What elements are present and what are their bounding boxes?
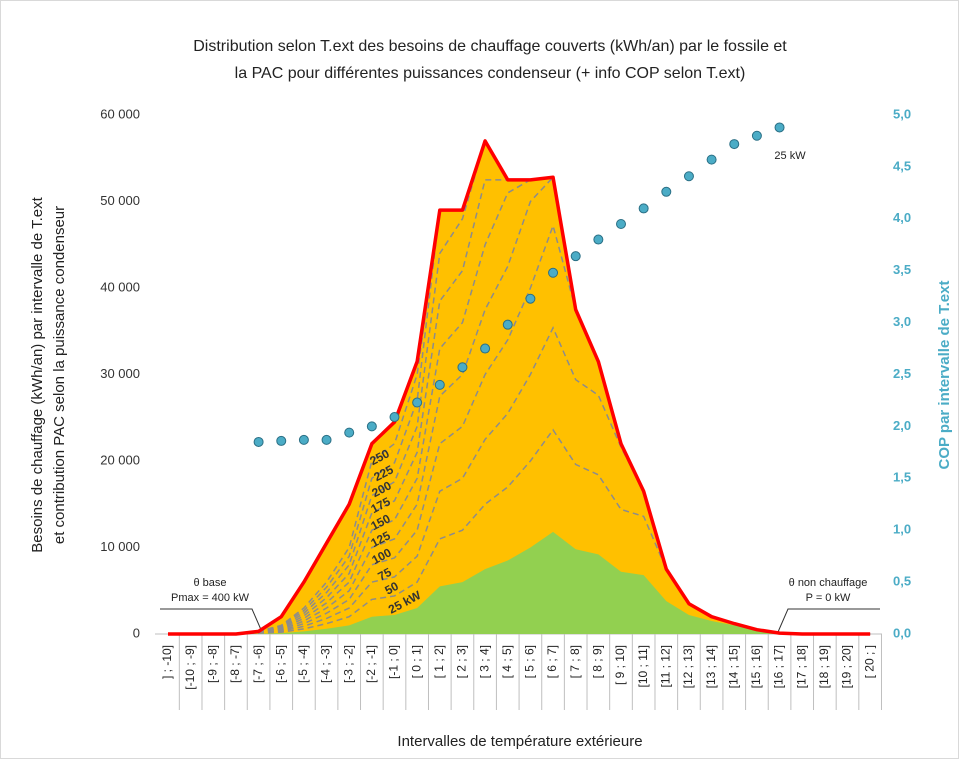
y2-tick-label: 5,0 <box>893 106 911 121</box>
cop-dot <box>751 130 762 141</box>
y2-axis-label: COP par intervalle de T.ext <box>936 281 953 470</box>
y2-tick-label: 1,0 <box>893 522 911 537</box>
cop-dot <box>683 171 694 182</box>
x-tick-label: [-6 ; -5] <box>273 645 287 683</box>
x-tick-label: [11 ; 12] <box>658 645 672 687</box>
annotation-arrow <box>160 608 263 633</box>
cop-dot <box>457 362 468 373</box>
annotation: 25 kW <box>774 150 806 162</box>
dashed-line <box>168 176 871 635</box>
annotation-arrow <box>777 608 880 633</box>
x-tick-label: [-1 ; 0] <box>387 645 401 679</box>
y2-tick-label: 4,0 <box>893 210 911 225</box>
cop-dot <box>774 122 785 133</box>
x-tick-label: [12 ; 13] <box>681 645 695 688</box>
cop-dot <box>344 427 355 438</box>
x-tick-label: [ 1 ; 2] <box>432 645 446 678</box>
y2-tick-label: 2,5 <box>893 366 911 381</box>
cop-dot <box>480 343 491 354</box>
y-axis-label: Besoins de chauffage (kWh/an) par interv… <box>29 196 46 552</box>
x-tick-label: [18 ; 19] <box>817 645 831 688</box>
dashed-line <box>168 325 871 635</box>
cop-dot <box>253 436 264 447</box>
y2-tick-label: 1,5 <box>893 470 911 485</box>
cop-dot <box>389 412 400 423</box>
x-tick-label: [19 ; 20] <box>840 645 854 688</box>
y2-tick-label: 3,0 <box>893 314 911 329</box>
x-tick-label: [-8 ; -7] <box>228 645 242 683</box>
annotation: Pmax = 400 kW <box>171 592 250 604</box>
y2-tick-label: 3,5 <box>893 262 911 277</box>
cop-dot <box>525 293 536 304</box>
x-tick-label: [ 0 ; 1] <box>409 645 423 678</box>
x-tick-label: [ 20 ; ] <box>862 645 876 678</box>
x-tick-label: [13 ; 14] <box>704 645 718 688</box>
x-tick-label: [ 9 ; 10] <box>613 645 627 685</box>
y-tick-label: 30 000 <box>100 366 140 381</box>
x-tick-label: [ 4 ; 5] <box>500 645 514 678</box>
cop-dot <box>366 421 377 432</box>
cop-dot <box>298 434 309 445</box>
cop-dot <box>434 379 445 390</box>
x-tick-label: [ 8 ; 9] <box>591 645 605 678</box>
pac-area <box>168 531 871 634</box>
cop-dot <box>321 434 332 445</box>
y2-tick-label: 4,5 <box>893 158 911 173</box>
x-tick-label: [-5 ; -4] <box>296 645 310 683</box>
x-tick-label: [-9 ; -8] <box>205 645 219 683</box>
y-tick-label: 50 000 <box>100 193 140 208</box>
series-label: 50 <box>382 579 401 598</box>
x-tick-label: [ 2 ; 3] <box>455 645 469 678</box>
x-tick-label: [14 ; 15] <box>726 645 740 688</box>
y2-tick-label: 0,5 <box>893 574 911 589</box>
x-tick-label: [-4 ; -3] <box>319 645 333 683</box>
x-axis-label: Intervalles de température extérieure <box>397 733 642 750</box>
annotation: P = 0 kW <box>806 592 851 604</box>
dashed-line <box>168 175 871 635</box>
cop-dot <box>593 234 604 245</box>
x-tick-label: [17 ; 18] <box>794 645 808 688</box>
x-tick-label: [-7 ; -6] <box>251 645 265 683</box>
chart-title: la PAC pour différentes puissances conde… <box>235 65 746 82</box>
annotation: θ non chauffage <box>789 577 868 589</box>
x-tick-label: [ 7 ; 8] <box>568 645 582 678</box>
x-tick-label: [-3 ; -2] <box>341 645 355 683</box>
x-tick-label: [-10 ; -9] <box>183 645 197 690</box>
y2-tick-label: 0,0 <box>893 625 911 640</box>
x-tick-label: [ 3 ; 4] <box>477 645 491 678</box>
x-tick-label: [ 5 ; 6] <box>523 645 537 678</box>
cop-dot <box>570 251 581 262</box>
cop-dot <box>412 397 423 408</box>
cop-dot <box>661 186 672 197</box>
x-tick-label: [15 ; 16] <box>749 645 763 688</box>
y-tick-label: 60 000 <box>100 106 140 121</box>
annotation: θ base <box>193 577 226 589</box>
total-area <box>168 140 871 634</box>
cop-dot <box>729 139 740 150</box>
y2-tick-label: 2,0 <box>893 418 911 433</box>
cop-dot <box>706 154 717 165</box>
dashed-line <box>168 428 871 635</box>
y-tick-label: 40 000 <box>100 279 140 294</box>
y-tick-label: 20 000 <box>100 452 140 467</box>
cop-dot <box>502 319 513 330</box>
cop-dot <box>638 203 649 214</box>
x-tick-label: [ 6 ; 7] <box>545 645 559 678</box>
cop-dot <box>548 267 559 278</box>
x-tick-label: ] ; -10] <box>160 645 174 679</box>
x-tick-label: [16 ; 17] <box>772 645 786 688</box>
x-tick-label: [-2 ; -1] <box>364 645 378 683</box>
cop-dot <box>276 435 287 446</box>
chart-title: Distribution selon T.ext des besoins de … <box>193 38 787 55</box>
y-tick-label: 0 <box>133 625 140 640</box>
y-tick-label: 10 000 <box>100 539 140 554</box>
series-label: 75 <box>375 565 394 584</box>
cop-dot <box>616 218 626 229</box>
y-axis-label: et contribution PAC selon la puissance c… <box>51 206 68 544</box>
x-tick-label: [10 ; 11] <box>636 645 650 687</box>
total-line <box>168 139 871 636</box>
